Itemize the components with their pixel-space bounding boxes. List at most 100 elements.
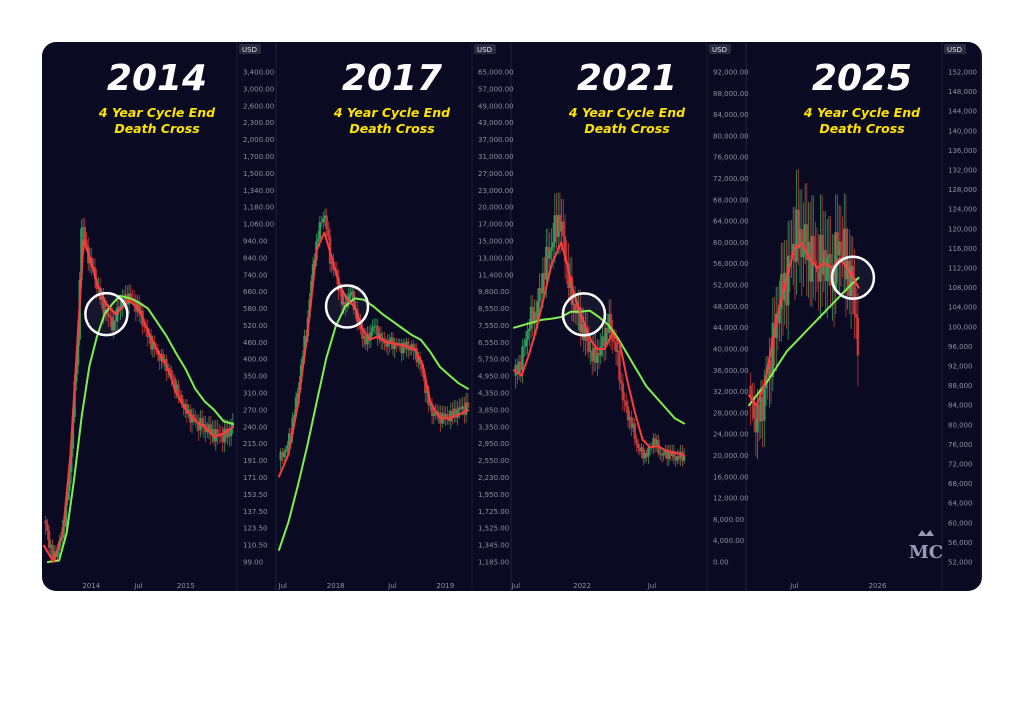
candle-body	[677, 455, 681, 459]
candle-body	[138, 302, 141, 314]
candle-body	[430, 405, 434, 416]
currency-label: USD	[947, 46, 962, 54]
crown-icon	[918, 530, 934, 536]
candle-body	[318, 222, 322, 239]
y-tick-label: 52,000.00	[713, 282, 749, 290]
candle-body	[175, 384, 178, 393]
candle-body	[464, 402, 468, 415]
y-tick-label: 2,000.00	[243, 136, 274, 144]
candle-body	[597, 353, 601, 356]
y-tick-label: 56,000.00	[713, 260, 749, 268]
candle-body	[523, 346, 526, 348]
candle-body	[129, 293, 132, 298]
y-tick-label: 13,000.00	[478, 254, 514, 262]
x-tick-label: Jul	[387, 582, 397, 590]
candle-body	[70, 448, 73, 473]
y-tick-label: 96,000	[948, 343, 973, 351]
fast-moving-average-line	[748, 242, 860, 407]
candle-body	[606, 327, 609, 333]
y-tick-label: 76,000.00	[713, 154, 749, 162]
candle-body	[555, 215, 558, 237]
candle-body	[541, 273, 545, 294]
candle-body	[844, 228, 848, 280]
candle-body	[545, 246, 548, 280]
subtitle-line-1: 4 Year Cycle End	[803, 105, 921, 120]
y-tick-label: 171.00	[243, 474, 268, 482]
candle-body	[384, 343, 388, 347]
candle-body	[526, 331, 529, 340]
candle-body	[425, 391, 429, 393]
candle-body	[432, 413, 435, 416]
y-tick-label: 120,000	[948, 225, 977, 233]
y-tick-label: 152,000	[948, 69, 977, 77]
candle-body	[519, 361, 523, 371]
death-cross-circle	[561, 292, 607, 337]
y-tick-label: 2,300.00	[243, 119, 274, 127]
y-tick-label: 123.50	[243, 525, 268, 533]
candle-body	[667, 450, 670, 459]
candle-body	[379, 333, 383, 341]
candle-body	[625, 401, 628, 407]
candle-body	[599, 346, 602, 356]
death-cross-circle	[324, 284, 370, 329]
candle-body	[626, 406, 630, 421]
y-tick-label: 88,000.00	[713, 90, 749, 98]
candle-body	[410, 344, 413, 350]
x-tick-label: 2022	[573, 582, 591, 590]
candle-body	[640, 447, 643, 452]
candle-body	[602, 336, 606, 347]
candle-body	[517, 361, 521, 374]
y-tick-label: 52,000	[948, 559, 973, 567]
candle-body	[766, 376, 769, 378]
year-title: 2025	[812, 58, 912, 99]
candle-body	[456, 410, 459, 418]
candle-body	[589, 350, 592, 352]
y-tick-label: 68,000	[948, 480, 973, 488]
x-tick-label: Jul	[789, 582, 799, 590]
candle-body	[151, 341, 155, 350]
candle-body	[149, 335, 153, 350]
y-tick-label: 460.00	[243, 339, 268, 347]
candle-body	[194, 417, 197, 422]
y-tick-label: 660.00	[243, 288, 268, 296]
candle-body	[616, 350, 619, 352]
candle-body	[662, 454, 665, 456]
candle-body	[437, 412, 441, 416]
candle-body	[64, 500, 68, 527]
candle-body	[563, 236, 567, 261]
candle-body	[528, 328, 531, 332]
candle-body	[785, 272, 788, 306]
subtitle-line-2: Death Cross	[584, 121, 669, 136]
candle-body	[548, 251, 551, 259]
candle-body	[635, 439, 638, 444]
candle-body	[320, 222, 323, 224]
y-tick-label: 3,000.00	[243, 85, 274, 93]
y-tick-label: 68,000.00	[713, 196, 749, 204]
candle-body	[459, 407, 463, 410]
candle-body	[611, 333, 614, 342]
candle-body	[849, 266, 853, 297]
candle-body	[780, 274, 783, 310]
currency-label: USD	[477, 46, 492, 54]
candle-body	[836, 232, 839, 256]
y-tick-label: 99.00	[243, 559, 263, 567]
y-tick-label: 3,400.00	[243, 69, 274, 77]
candle-body	[769, 359, 773, 377]
candle-body	[795, 209, 798, 262]
candle-body	[676, 455, 679, 461]
candle-body	[364, 335, 367, 345]
candle-body	[679, 451, 682, 459]
y-tick-label: 5,750.00	[478, 356, 509, 364]
candle-body	[827, 254, 831, 258]
candle-body	[226, 429, 229, 438]
candle-body	[415, 348, 418, 363]
candle-body	[653, 438, 657, 445]
candle-body	[521, 346, 524, 371]
candle-body	[451, 410, 454, 417]
candle-body	[553, 215, 557, 243]
chart-panel-2014: USD 3,400.00 3,000.00 2,600.00 2,300.00 2,000…	[43, 42, 277, 591]
candle-body	[754, 418, 758, 433]
candle-body	[53, 551, 56, 560]
y-tick-label: 80,000	[948, 421, 973, 429]
y-tick-label: 137.50	[243, 508, 268, 516]
